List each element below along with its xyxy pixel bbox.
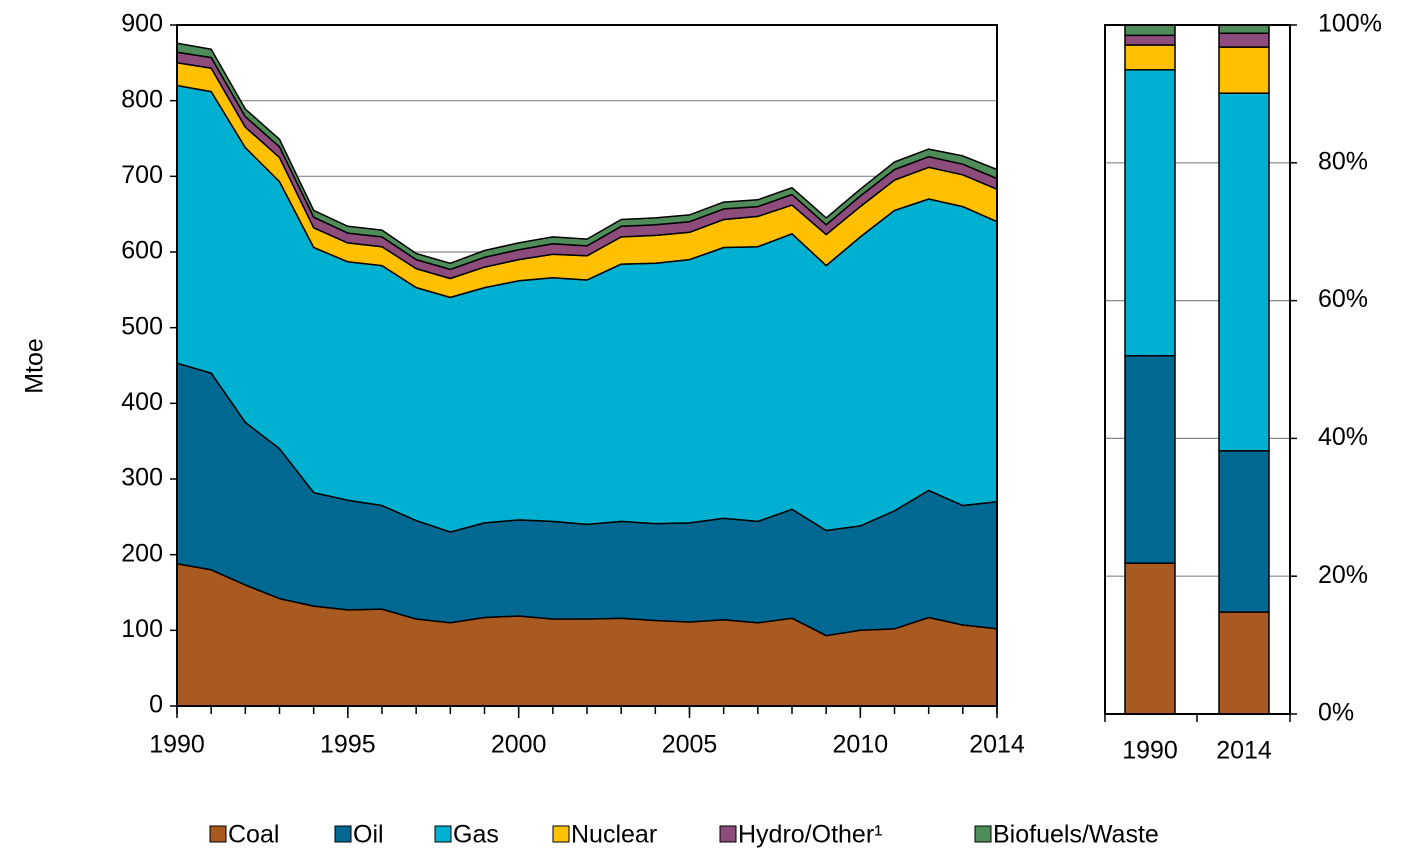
y-tick-label: 700	[121, 161, 163, 189]
y-tick-label: 900	[121, 10, 163, 38]
y-axis-label: Mtoe	[21, 338, 49, 394]
y-tick-label: 100%	[1318, 10, 1382, 38]
x-tick-label: 1990	[149, 731, 205, 759]
legend-label: Hydro/Other¹	[738, 821, 882, 849]
x-tick-label: 2010	[833, 731, 889, 759]
x-tick-label: 2005	[662, 731, 718, 759]
x-tick-label: 2014	[969, 731, 1025, 759]
y-tick-label: 400	[121, 388, 163, 416]
y-tick-label: 500	[121, 312, 163, 340]
bar-segment	[1124, 354, 1176, 564]
y-tick-label: 0	[149, 691, 163, 719]
legend-swatch	[434, 825, 452, 843]
x-tick-label: 2014	[1216, 737, 1272, 765]
y-tick-label: 600	[121, 237, 163, 265]
x-tick-label: 2000	[491, 731, 547, 759]
legend-swatch	[334, 825, 352, 843]
area	[176, 84, 998, 533]
y-tick-label: 800	[121, 85, 163, 113]
legend-swatch	[974, 825, 992, 843]
x-tick-label: 1995	[320, 731, 376, 759]
bar-segment	[1124, 24, 1176, 37]
y-tick-label: 200	[121, 539, 163, 567]
y-tick-label: 80%	[1318, 147, 1368, 175]
legend-label: Oil	[353, 821, 384, 849]
bar-segment	[1218, 24, 1270, 35]
legend-swatch	[552, 825, 570, 843]
bar-segment	[1218, 450, 1270, 613]
y-tick-label: 40%	[1318, 423, 1368, 451]
legend-label: Coal	[228, 821, 279, 849]
x-tick-label: 1990	[1122, 737, 1178, 765]
bar-segment	[1124, 44, 1176, 71]
legend-label: Biofuels/Waste	[993, 821, 1159, 849]
bar-segment	[1124, 34, 1176, 46]
y-tick-label: 300	[121, 464, 163, 492]
y-tick-label: 60%	[1318, 285, 1368, 313]
bar-segment	[1218, 32, 1270, 48]
bar-segment	[1124, 69, 1176, 357]
y-tick-label: 20%	[1318, 561, 1368, 589]
bar-segment	[1218, 611, 1270, 715]
y-tick-label: 100	[121, 615, 163, 643]
bar-segment	[1124, 562, 1176, 715]
bar-segment	[1218, 46, 1270, 94]
legend-label: Nuclear	[571, 821, 657, 849]
legend-swatch	[719, 825, 737, 843]
bar-segment	[1218, 92, 1270, 452]
legend-label: Gas	[453, 821, 499, 849]
y-tick-label: 0%	[1318, 699, 1354, 727]
legend-swatch	[209, 825, 227, 843]
